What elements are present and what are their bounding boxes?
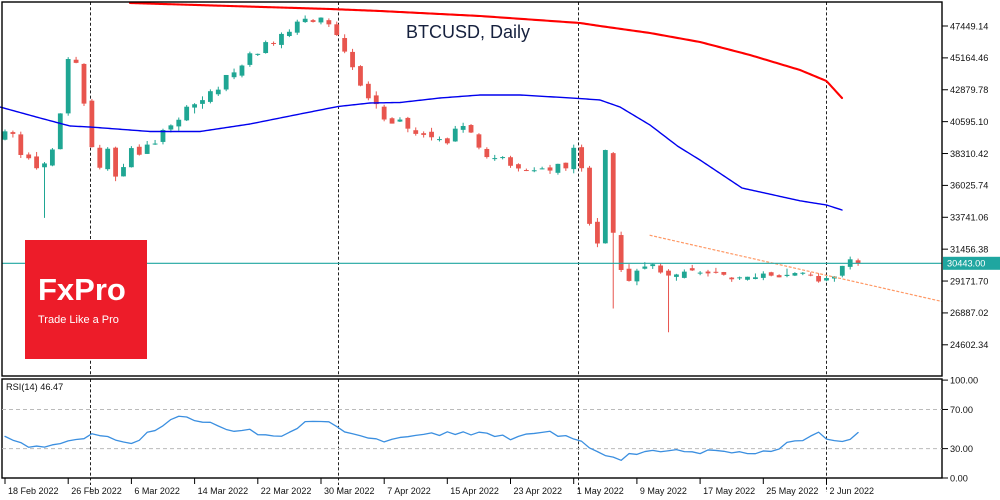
svg-text:2 Jun 2022: 2 Jun 2022 [830, 486, 875, 496]
svg-text:40595.10: 40595.10 [950, 117, 988, 127]
svg-text:26887.02: 26887.02 [950, 308, 988, 318]
svg-text:17 May 2022: 17 May 2022 [703, 486, 755, 496]
svg-text:38310.42: 38310.42 [950, 149, 988, 159]
svg-text:22 Mar 2022: 22 Mar 2022 [261, 486, 312, 496]
svg-text:7 Apr 2022: 7 Apr 2022 [387, 486, 431, 496]
svg-text:FxPro: FxPro [38, 272, 126, 307]
svg-text:47449.14: 47449.14 [950, 21, 988, 31]
svg-text:100.00: 100.00 [950, 375, 978, 385]
svg-text:70.00: 70.00 [950, 405, 973, 415]
svg-text:14 Mar 2022: 14 Mar 2022 [198, 486, 249, 496]
svg-text:45164.46: 45164.46 [950, 53, 988, 63]
svg-text:18 Feb 2022: 18 Feb 2022 [8, 486, 59, 496]
svg-text:23 Apr 2022: 23 Apr 2022 [514, 486, 563, 496]
svg-text:29171.70: 29171.70 [950, 276, 988, 286]
svg-text:33741.06: 33741.06 [950, 213, 988, 223]
svg-text:42879.78: 42879.78 [950, 85, 988, 95]
svg-text:30.00: 30.00 [950, 444, 973, 454]
svg-text:Trade Like a Pro: Trade Like a Pro [38, 314, 119, 326]
svg-text:25 May 2022: 25 May 2022 [766, 486, 818, 496]
svg-text:6 Mar 2022: 6 Mar 2022 [134, 486, 180, 496]
svg-text:BTCUSD, Daily: BTCUSD, Daily [406, 22, 530, 42]
svg-text:15 Apr 2022: 15 Apr 2022 [450, 486, 499, 496]
svg-text:30443.00: 30443.00 [947, 259, 985, 269]
svg-text:1 May 2022: 1 May 2022 [577, 486, 624, 496]
svg-text:30 Mar 2022: 30 Mar 2022 [324, 486, 375, 496]
svg-text:9 May 2022: 9 May 2022 [640, 486, 687, 496]
svg-text:24602.34: 24602.34 [950, 340, 988, 350]
svg-text:26 Feb 2022: 26 Feb 2022 [71, 486, 122, 496]
svg-text:31456.38: 31456.38 [950, 244, 988, 254]
svg-text:36025.74: 36025.74 [950, 181, 988, 191]
svg-text:RSI(14) 46.47: RSI(14) 46.47 [6, 382, 63, 392]
svg-text:0.00: 0.00 [950, 473, 968, 483]
